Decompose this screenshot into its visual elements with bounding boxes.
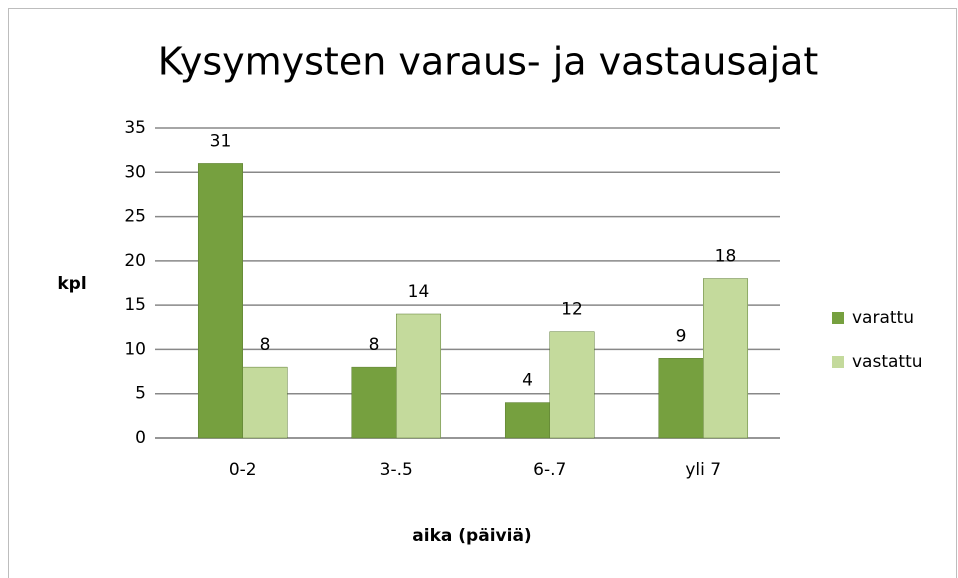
chart-frame <box>8 8 957 578</box>
y-tick-label: 0 <box>135 428 146 448</box>
data-label: 31 <box>210 131 232 151</box>
data-label: 18 <box>715 247 737 267</box>
y-tick-label: 15 <box>124 295 146 315</box>
bar <box>351 366 397 439</box>
y-tick-label: 5 <box>135 384 146 404</box>
data-label: 8 <box>369 335 380 355</box>
data-label: 12 <box>561 300 583 320</box>
y-axis-label: kpl <box>57 274 86 294</box>
y-tick-label: 30 <box>124 162 146 182</box>
bar <box>703 278 749 439</box>
data-label: 9 <box>676 326 687 346</box>
bar <box>658 358 704 439</box>
x-tick-label: 0-2 <box>229 460 257 480</box>
bar <box>197 163 243 439</box>
data-label: 8 <box>260 335 271 355</box>
bar <box>549 331 595 439</box>
bar <box>504 402 550 439</box>
legend-swatch <box>832 312 844 324</box>
legend-label: varattu <box>852 308 914 328</box>
bar <box>242 366 288 439</box>
bar <box>396 313 442 439</box>
x-axis-label: aika (päiviä) <box>412 526 531 546</box>
chart-title: Kysymysten varaus- ja vastausajat <box>158 40 819 84</box>
y-tick-label: 35 <box>124 118 146 138</box>
y-tick-label: 10 <box>124 339 146 359</box>
x-tick-label: 3-.5 <box>380 460 413 480</box>
data-label: 14 <box>408 282 430 302</box>
y-tick-label: 25 <box>124 207 146 227</box>
legend-swatch <box>832 356 844 368</box>
legend-label: vastattu <box>852 352 923 372</box>
y-tick-label: 20 <box>124 251 146 271</box>
data-label: 4 <box>522 371 533 391</box>
x-tick-label: yli 7 <box>685 460 721 480</box>
x-tick-label: 6-.7 <box>533 460 566 480</box>
